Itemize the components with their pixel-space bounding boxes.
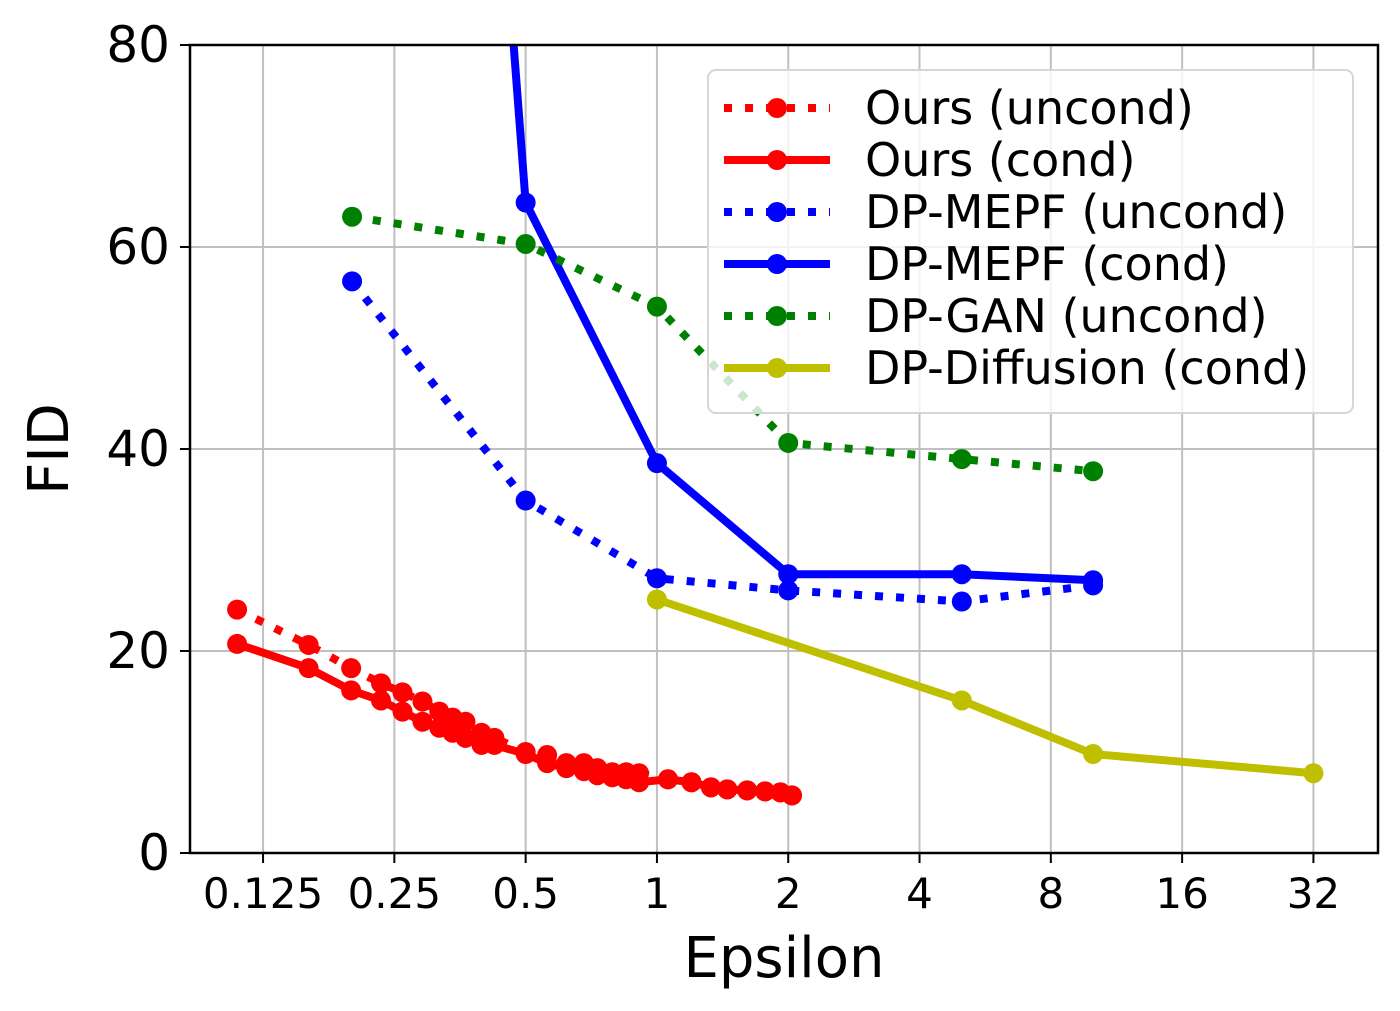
data-point <box>755 781 776 802</box>
y-axis-label: FID <box>17 403 82 495</box>
legend-marker <box>767 202 787 222</box>
data-point <box>515 233 536 254</box>
data-point <box>951 591 972 612</box>
series-3 <box>509 45 1104 591</box>
x-tick-label: 0.5 <box>492 869 559 918</box>
ticks: 0.125 0.25 0.5 1 2 4 8 16 32 0 20 40 60 80 <box>106 16 1340 918</box>
y-tick-label: 40 <box>106 420 170 478</box>
y-tick-label: 20 <box>106 622 170 680</box>
data-point <box>515 192 536 213</box>
series-4 <box>342 206 1104 482</box>
legend-marker <box>767 150 787 170</box>
legend-entry: DP-MEPF (uncond) <box>724 185 1287 239</box>
series-2 <box>342 271 1104 612</box>
data-point <box>737 780 758 801</box>
data-point <box>455 727 476 748</box>
legend-label: DP-MEPF (cond) <box>865 237 1229 291</box>
data-point <box>484 734 505 755</box>
legend-marker <box>767 306 787 326</box>
legend-marker <box>767 358 787 378</box>
x-tick-label: 0.25 <box>348 869 442 918</box>
data-point <box>951 690 972 711</box>
legend-entry: Ours (uncond) <box>724 81 1194 135</box>
data-point <box>717 779 738 800</box>
legend-marker <box>767 98 787 118</box>
series-layer <box>227 45 1324 806</box>
data-point <box>227 633 248 654</box>
data-point <box>1303 763 1324 784</box>
x-tick-label: 1 <box>644 869 671 918</box>
x-tick-label: 0.125 <box>203 869 323 918</box>
data-point <box>1083 744 1104 765</box>
data-point <box>778 564 799 585</box>
data-point <box>412 711 433 732</box>
legend-label: DP-MEPF (uncond) <box>865 185 1287 239</box>
data-point <box>392 682 413 703</box>
data-point <box>412 691 433 712</box>
data-point <box>646 568 667 589</box>
legend-label: DP-Diffusion (cond) <box>865 341 1309 395</box>
data-point <box>681 772 702 793</box>
x-tick-label: 2 <box>775 869 802 918</box>
data-point <box>537 753 558 774</box>
x-tick-label: 4 <box>906 869 933 918</box>
data-point <box>778 432 799 453</box>
data-point <box>781 785 802 806</box>
x-tick-label: 32 <box>1287 869 1340 918</box>
data-point <box>646 296 667 317</box>
data-point <box>227 599 248 620</box>
series-line <box>509 45 1094 585</box>
data-point <box>657 769 678 790</box>
legend-label: Ours (uncond) <box>865 81 1194 135</box>
y-tick-label: 60 <box>106 218 170 276</box>
data-point <box>371 673 392 694</box>
data-point <box>342 206 363 227</box>
x-tick-label: 8 <box>1037 869 1064 918</box>
data-point <box>646 589 667 610</box>
x-axis-label: Epsilon <box>684 926 885 991</box>
data-point <box>951 449 972 470</box>
data-point <box>341 680 362 701</box>
series-line <box>655 595 1314 778</box>
legend-label: DP-GAN (uncond) <box>865 289 1268 343</box>
data-point <box>587 765 608 786</box>
data-point <box>556 758 577 779</box>
data-point <box>342 271 363 292</box>
data-point <box>1083 461 1104 482</box>
data-point <box>515 744 536 765</box>
legend-entry: DP-Diffusion (cond) <box>724 341 1309 395</box>
data-point <box>515 490 536 511</box>
legend-box <box>707 69 1354 414</box>
y-tick-label: 0 <box>138 824 170 882</box>
legend-entry: Ours (cond) <box>724 133 1136 187</box>
data-point <box>455 711 476 732</box>
data-point <box>341 658 362 679</box>
data-point <box>778 580 799 601</box>
data-point <box>629 772 650 793</box>
legend-marker <box>767 254 787 274</box>
series-1 <box>227 633 802 806</box>
legend-entry: DP-GAN (uncond) <box>724 289 1268 343</box>
series-line <box>348 278 1094 606</box>
data-point <box>951 564 972 585</box>
legend-label: Ours (cond) <box>865 133 1136 187</box>
data-point <box>392 701 413 722</box>
data-point <box>298 658 319 679</box>
legend: Ours (uncond)Ours (cond)DP-MEPF (uncond)… <box>707 69 1354 414</box>
x-tick-label: 16 <box>1155 869 1208 918</box>
data-point <box>646 453 667 474</box>
data-point <box>1083 570 1104 591</box>
data-point <box>298 634 319 655</box>
data-point <box>700 777 721 798</box>
legend-entry: DP-MEPF (cond) <box>724 237 1229 291</box>
data-point <box>371 690 392 711</box>
y-tick-label: 80 <box>106 16 170 74</box>
series-5 <box>646 589 1324 784</box>
